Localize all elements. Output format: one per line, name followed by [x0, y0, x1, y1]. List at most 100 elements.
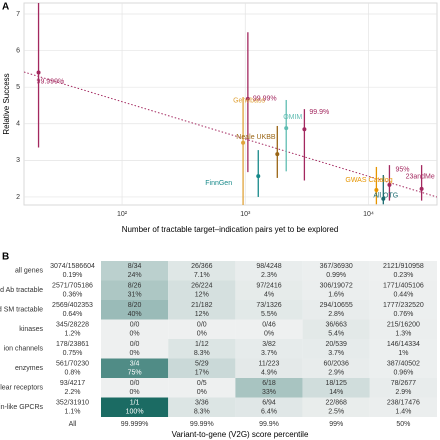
cell [235, 300, 303, 320]
cell-count: 2571/705186 [52, 283, 93, 290]
cell [302, 261, 370, 281]
cell-percent: 2.8% [328, 311, 344, 318]
point [256, 174, 261, 179]
row-label: kinases [19, 326, 43, 333]
y-tick-label: 3 [16, 157, 20, 164]
cell-count: 98/4248 [256, 263, 281, 270]
cell-count: 60/2036 [324, 361, 349, 368]
cell [101, 358, 169, 378]
cell-count: 215/16200 [387, 322, 420, 329]
x-axis-title: Number of tractable target–indication pa… [122, 225, 339, 234]
cell-count: 345/28228 [56, 322, 89, 329]
cell-percent: 0.44% [393, 292, 413, 299]
cell [101, 378, 169, 398]
row-label: enzymes [15, 365, 44, 372]
cell [369, 319, 437, 339]
cell-percent: 3.7% [328, 350, 344, 357]
row-label: predicted Ab tractable [0, 287, 43, 294]
cell [101, 300, 169, 320]
point-label: 95% [395, 167, 409, 174]
cell [168, 378, 236, 398]
point [245, 96, 250, 101]
cell-percent: 2.9% [395, 389, 411, 396]
x-tick-label: 50% [396, 421, 410, 428]
cell [44, 397, 101, 417]
point [241, 140, 246, 145]
cell-percent: 0.99% [326, 272, 346, 279]
cell-percent: 31% [128, 292, 142, 299]
cell [302, 280, 370, 300]
y-tick-label: 4 [16, 121, 20, 128]
cell [44, 378, 101, 398]
cell-percent: 1.6% [328, 292, 344, 299]
point [374, 187, 379, 192]
cell-count: 238/17476 [387, 400, 420, 407]
cell-count: 387/40502 [387, 361, 420, 368]
cell-percent: 2.2% [65, 389, 81, 396]
cell-count: 0/46 [262, 322, 276, 329]
cell-percent: 17% [195, 370, 209, 377]
cell-count: 1777/232520 [383, 302, 424, 309]
cell-percent: 100% [126, 409, 144, 416]
cell [302, 358, 370, 378]
row-label: all genes [15, 268, 44, 275]
cell [369, 378, 437, 398]
cell-percent: 1% [398, 350, 408, 357]
point-label: 99.999% [37, 78, 65, 85]
cell-percent: 33% [262, 389, 276, 396]
cell-count: 21/182 [191, 302, 213, 309]
cell-count: 11/223 [259, 361, 280, 368]
cell-percent: 12% [195, 311, 209, 318]
cell [369, 300, 437, 320]
cell-percent: 1.1% [65, 409, 81, 416]
cell-count: 3/36 [195, 400, 209, 407]
cell [369, 358, 437, 378]
cell-percent: 40% [128, 311, 142, 318]
row-label: rhodopsin-like GPCRs [0, 404, 43, 411]
cell [168, 319, 236, 339]
cell [101, 397, 169, 417]
x-tick-label: 99.99% [190, 421, 214, 428]
point-label: All OTG [373, 193, 398, 200]
cell-count: 1/12 [195, 341, 209, 348]
cell-count: 73/1326 [256, 302, 281, 309]
x-tick-label: 10⁴ [363, 211, 374, 218]
cell [302, 319, 370, 339]
x-tick-label: All [69, 421, 77, 428]
cell-count: 26/366 [191, 263, 213, 270]
cell-count: 6/18 [262, 380, 276, 387]
cell-percent: 2.3% [261, 272, 277, 279]
point-label: 23andMe [406, 174, 435, 181]
cell-percent: 0.64% [63, 311, 83, 318]
cell-count: 22/868 [325, 400, 347, 407]
cell [235, 378, 303, 398]
cell [168, 339, 236, 359]
cell-percent: 0% [264, 331, 274, 338]
cell [44, 358, 101, 378]
point [284, 126, 289, 131]
cell [168, 261, 236, 281]
panel-label: B [2, 252, 9, 263]
y-axis-title: Relative Success [2, 73, 11, 134]
grid [24, 3, 437, 205]
cell-count: 0/0 [130, 322, 140, 329]
cell-percent: 0.19% [63, 272, 83, 279]
y-tick-label: 6 [16, 47, 20, 54]
point [381, 196, 386, 201]
cell-count: 93/4217 [60, 380, 85, 387]
point-label: Genebass [233, 98, 265, 105]
point-label: Neale UKBB [236, 134, 276, 141]
cell-count: 8/20 [128, 302, 142, 309]
row-label: ion channels [4, 346, 44, 353]
plot-area [23, 2, 438, 206]
x-tick-label: 99.999% [121, 421, 149, 428]
cell-count: 352/31910 [56, 400, 89, 407]
cell-percent: 2.5% [328, 409, 344, 416]
cell-count: 6/94 [262, 400, 276, 407]
cell-percent: 1.3% [395, 331, 411, 338]
cell [302, 397, 370, 417]
cell-count: 8/26 [128, 283, 142, 290]
cell [235, 397, 303, 417]
cell-percent: 14% [329, 389, 343, 396]
